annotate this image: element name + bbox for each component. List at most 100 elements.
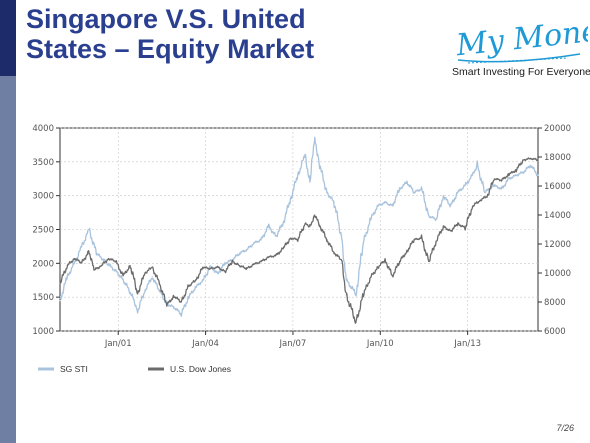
data-point — [414, 192, 415, 193]
data-point — [268, 226, 269, 227]
data-point — [59, 283, 60, 284]
x-axis-tick-label: Jan/13 — [453, 339, 481, 349]
data-point — [484, 192, 485, 193]
left-axis-tick-label: 4000 — [32, 124, 54, 134]
data-point — [309, 226, 310, 227]
data-point — [309, 182, 310, 183]
data-point — [414, 239, 415, 240]
data-point — [224, 263, 225, 264]
legend-label: SG STI — [60, 364, 88, 374]
data-point — [81, 246, 82, 247]
data-point — [144, 290, 145, 291]
data-point — [479, 200, 480, 201]
right-axis: 6000 8000 10000 12000 14000 16000 18000 20000 — [538, 124, 571, 337]
data-point — [314, 138, 315, 139]
data-point — [239, 265, 240, 266]
data-point — [283, 222, 284, 223]
data-point — [355, 322, 356, 323]
data-point — [516, 170, 517, 171]
data-point — [195, 280, 196, 281]
data-point — [494, 178, 495, 179]
right-axis-tick-label: 6000 — [544, 327, 566, 337]
data-point — [363, 242, 364, 243]
data-point — [465, 185, 466, 186]
data-point — [103, 259, 104, 260]
data-point — [392, 275, 393, 276]
data-point — [494, 185, 495, 186]
data-point — [137, 310, 138, 311]
data-point — [144, 272, 145, 273]
data-point — [501, 188, 502, 189]
data-point — [67, 265, 68, 266]
data-point — [132, 297, 133, 298]
data-point — [159, 283, 160, 284]
data-point — [188, 286, 189, 287]
data-point — [108, 258, 109, 259]
data-point — [465, 228, 466, 229]
left-axis-tick-label: 2500 — [32, 226, 54, 236]
data-point — [370, 219, 371, 220]
data-point — [346, 294, 347, 295]
slide-sidebar-accent — [0, 0, 16, 76]
data-point — [443, 226, 444, 227]
data-point — [392, 205, 393, 206]
data-point — [486, 196, 487, 197]
right-axis-tick-label: 18000 — [544, 153, 571, 163]
x-axis-tick-label: Jan/10 — [366, 339, 394, 349]
slide-title-line-1: Singapore V.S. United — [26, 4, 314, 34]
data-point — [508, 178, 509, 179]
right-axis-tick-label: 14000 — [544, 211, 571, 221]
data-point — [537, 175, 538, 176]
data-point — [457, 192, 458, 193]
data-point — [523, 159, 524, 160]
data-point — [89, 251, 90, 252]
data-point — [341, 236, 342, 237]
data-point — [537, 159, 538, 160]
left-axis-tick-label: 3500 — [32, 158, 54, 168]
data-point — [173, 307, 174, 308]
data-point — [290, 198, 291, 199]
x-axis-tick-label: Jan/01 — [104, 339, 132, 349]
data-point — [96, 253, 97, 254]
data-point — [89, 229, 90, 230]
data-point — [477, 165, 478, 166]
x-axis-tick-label: Jan/07 — [279, 339, 307, 349]
data-point — [159, 290, 160, 291]
data-point — [210, 266, 211, 267]
data-point — [385, 202, 386, 203]
data-point — [74, 258, 75, 259]
left-axis: 1000 1500 2000 2500 3000 3500 4000 — [32, 124, 60, 337]
data-point — [363, 294, 364, 295]
data-point — [346, 280, 347, 281]
data-point — [246, 268, 247, 269]
data-point — [523, 171, 524, 172]
data-point — [421, 238, 422, 239]
data-point — [181, 301, 182, 302]
right-axis-tick-label: 16000 — [544, 182, 571, 192]
data-point — [406, 251, 407, 252]
data-point — [217, 273, 218, 274]
x-axis: Jan/01 Jan/04 Jan/07 Jan/10 Jan/13 — [104, 331, 481, 349]
left-axis-tick-label: 1500 — [32, 293, 54, 303]
data-point — [428, 261, 429, 262]
data-point — [406, 182, 407, 183]
data-point — [428, 215, 429, 216]
data-point — [74, 263, 75, 264]
data-point — [115, 261, 116, 262]
data-point — [173, 296, 174, 297]
data-point — [399, 261, 400, 262]
data-point — [516, 175, 517, 176]
data-point — [210, 268, 211, 269]
right-axis-tick-label: 8000 — [544, 298, 566, 308]
left-axis-tick-label: 3000 — [32, 192, 54, 202]
data-point — [399, 188, 400, 189]
data-point — [166, 304, 167, 305]
data-point — [472, 175, 473, 176]
data-point — [385, 259, 386, 260]
data-point — [326, 192, 327, 193]
data-point — [81, 262, 82, 263]
data-point — [188, 297, 189, 298]
data-point — [110, 266, 111, 267]
data-point — [297, 239, 298, 240]
data-point — [377, 267, 378, 268]
